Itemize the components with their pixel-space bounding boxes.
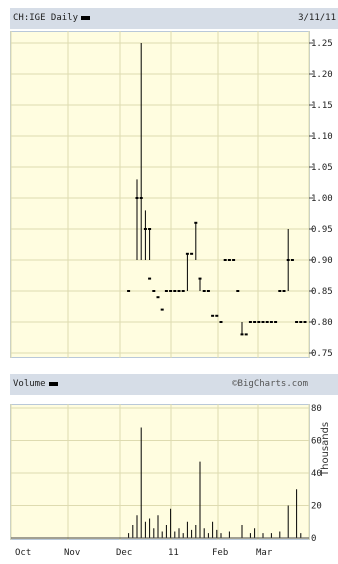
x-axis-label: Mar bbox=[256, 548, 273, 558]
price-point bbox=[152, 290, 156, 292]
price-point bbox=[295, 321, 299, 323]
price-point bbox=[236, 290, 240, 292]
volume-tick-label: 40 bbox=[311, 469, 322, 479]
volume-legend-swatch bbox=[48, 381, 58, 386]
price-point bbox=[232, 259, 236, 261]
x-axis-label: Oct bbox=[15, 548, 32, 558]
volume-panel bbox=[10, 404, 310, 540]
price-point bbox=[274, 321, 278, 323]
price-point bbox=[269, 321, 273, 323]
price-point bbox=[227, 259, 231, 261]
volume-title-text: Volume bbox=[13, 379, 46, 389]
price-legend-swatch bbox=[81, 15, 91, 20]
price-point bbox=[219, 321, 223, 323]
price-point bbox=[148, 228, 152, 230]
price-point bbox=[169, 290, 173, 292]
price-point bbox=[206, 290, 210, 292]
price-point bbox=[286, 259, 290, 261]
price-point bbox=[194, 221, 198, 224]
x-axis-label: Dec bbox=[116, 548, 133, 558]
price-point bbox=[139, 197, 143, 199]
price-point bbox=[211, 314, 215, 317]
volume-tick-label: 0 bbox=[311, 534, 316, 544]
price-point bbox=[253, 321, 257, 323]
x-axis-label: Nov bbox=[64, 548, 81, 558]
price-point bbox=[223, 259, 227, 261]
price-point bbox=[299, 321, 303, 323]
price-header: CH:IGE Daily 3/11/11 bbox=[10, 8, 338, 29]
volume-title: Volume bbox=[13, 379, 58, 389]
volume-header: Volume ©BigCharts.com bbox=[10, 374, 338, 395]
price-tick-label: 0.80 bbox=[311, 318, 333, 328]
volume-tick-label: 80 bbox=[311, 404, 322, 414]
chart-date: 3/11/11 bbox=[298, 13, 336, 23]
price-tick-label: 0.85 bbox=[311, 287, 333, 297]
top-banner-edge bbox=[0, 0, 338, 6]
price-point bbox=[282, 290, 286, 292]
chart-title-text: CH:IGE Daily bbox=[13, 13, 79, 23]
price-point bbox=[240, 333, 244, 336]
price-point bbox=[148, 277, 152, 280]
price-point bbox=[135, 197, 139, 199]
price-panel bbox=[10, 31, 310, 358]
price-tick-label: 1.25 bbox=[311, 39, 333, 49]
price-point bbox=[185, 252, 189, 255]
price-point bbox=[290, 259, 294, 261]
price-point bbox=[257, 321, 261, 323]
volume-tick-label: 20 bbox=[311, 502, 322, 512]
price-point bbox=[173, 290, 177, 292]
price-point bbox=[181, 290, 185, 292]
price-point bbox=[127, 290, 131, 292]
price-point bbox=[261, 321, 265, 323]
price-point bbox=[160, 308, 164, 311]
price-point bbox=[177, 290, 181, 292]
chart-title: CH:IGE Daily bbox=[13, 13, 91, 23]
price-point bbox=[143, 228, 147, 230]
price-tick-label: 1.15 bbox=[311, 101, 333, 111]
price-point bbox=[265, 321, 269, 323]
price-point bbox=[190, 252, 194, 255]
volume-unit-label: Thousands bbox=[320, 421, 331, 476]
bigcharts-credit: ©BigCharts.com bbox=[232, 379, 308, 389]
price-tick-label: 0.90 bbox=[311, 256, 333, 266]
volume-tick-label: 60 bbox=[311, 437, 322, 447]
price-point bbox=[278, 290, 282, 292]
price-tick-label: 1.20 bbox=[311, 70, 333, 80]
price-point bbox=[164, 290, 168, 292]
price-point bbox=[303, 321, 307, 323]
price-tick-label: 1.00 bbox=[311, 194, 333, 204]
price-tick-label: 0.95 bbox=[311, 225, 333, 235]
price-point bbox=[244, 333, 248, 336]
price-point bbox=[156, 296, 160, 299]
price-tick-label: 1.10 bbox=[311, 132, 333, 142]
price-tick-label: 1.05 bbox=[311, 163, 333, 173]
price-point bbox=[202, 290, 206, 292]
price-tick-label: 0.75 bbox=[311, 349, 333, 359]
price-point bbox=[198, 277, 202, 280]
x-axis-label: Feb bbox=[212, 548, 229, 558]
price-point bbox=[215, 314, 219, 317]
price-point bbox=[248, 321, 252, 323]
x-axis-label: 11 bbox=[168, 548, 179, 558]
